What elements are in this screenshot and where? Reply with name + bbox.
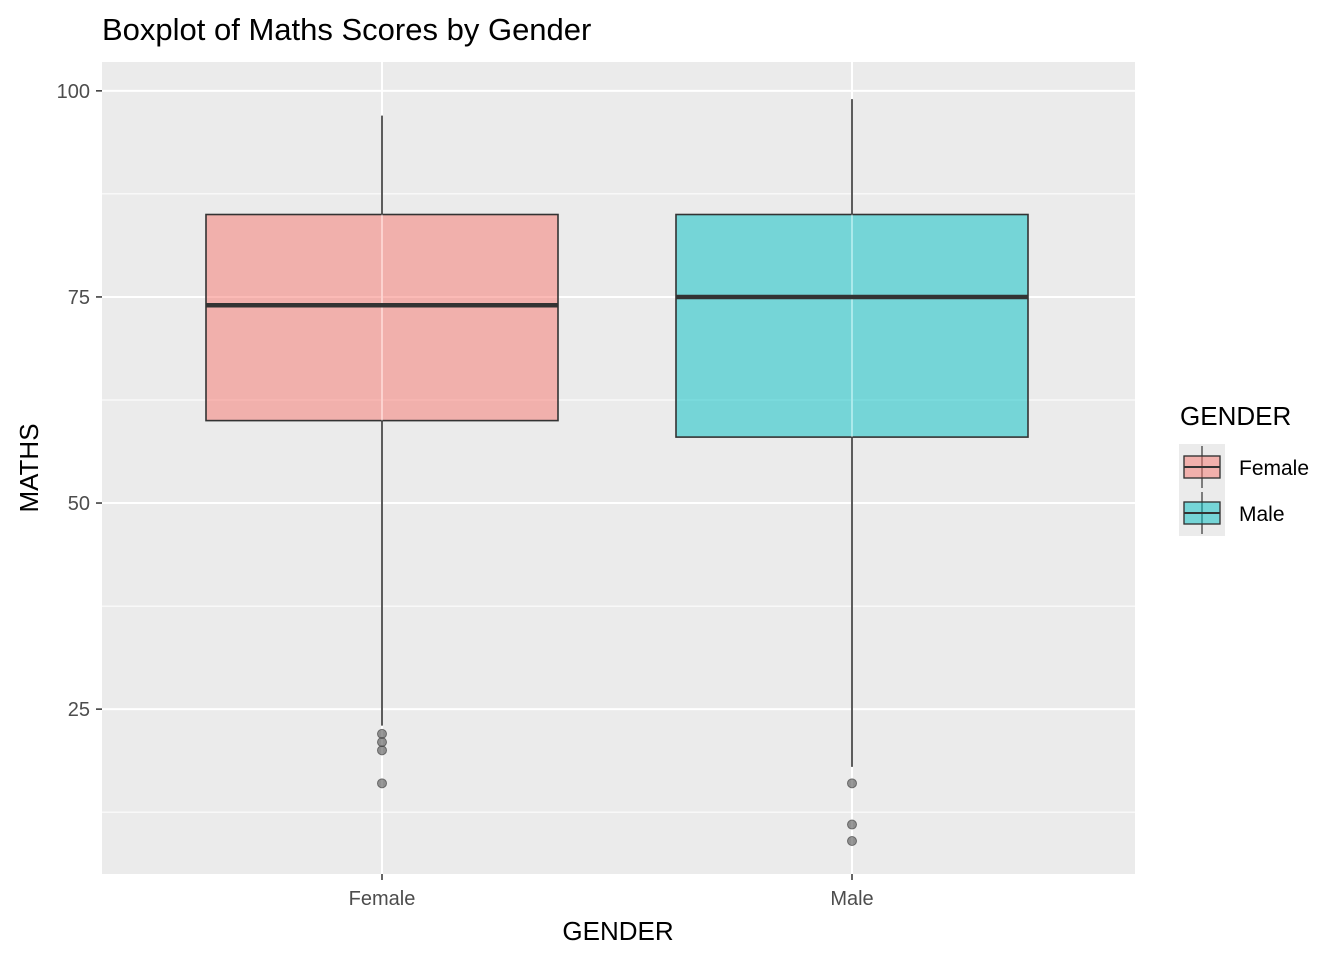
box-body bbox=[205, 213, 559, 422]
outlier-point bbox=[377, 728, 387, 739]
outlier-point bbox=[377, 745, 387, 756]
outlier-point bbox=[377, 778, 387, 789]
y-tick-label: 50 bbox=[68, 493, 90, 515]
legend: GENDER Female Male bbox=[1179, 401, 1309, 536]
boxes bbox=[205, 99, 1029, 847]
y-tick-label: 100 bbox=[57, 81, 90, 103]
box-male bbox=[675, 99, 1029, 847]
outlier-point bbox=[847, 778, 857, 789]
legend-title: GENDER bbox=[1180, 401, 1291, 431]
outlier-point bbox=[377, 737, 387, 748]
y-tick-label: 25 bbox=[68, 699, 90, 721]
legend-entry-male: Male bbox=[1183, 492, 1285, 534]
box-female bbox=[205, 115, 559, 789]
x-axis-title: GENDER bbox=[562, 916, 673, 946]
x-axis: Female Male bbox=[349, 874, 874, 910]
legend-label: Male bbox=[1239, 503, 1285, 526]
outlier-point bbox=[847, 819, 857, 830]
plot-panel bbox=[102, 62, 1135, 874]
x-tick-label: Female bbox=[349, 888, 416, 910]
legend-label: Female bbox=[1239, 457, 1309, 480]
outlier-point bbox=[847, 836, 857, 847]
y-axis: 25 50 75 100 bbox=[57, 81, 102, 721]
y-axis-title: MATHS bbox=[14, 423, 44, 512]
legend-entry-female: Female bbox=[1183, 446, 1309, 488]
chart-title: Boxplot of Maths Scores by Gender bbox=[102, 12, 591, 47]
box-body bbox=[675, 213, 1029, 438]
x-tick-label: Male bbox=[830, 888, 873, 910]
y-tick-label: 75 bbox=[68, 287, 90, 309]
